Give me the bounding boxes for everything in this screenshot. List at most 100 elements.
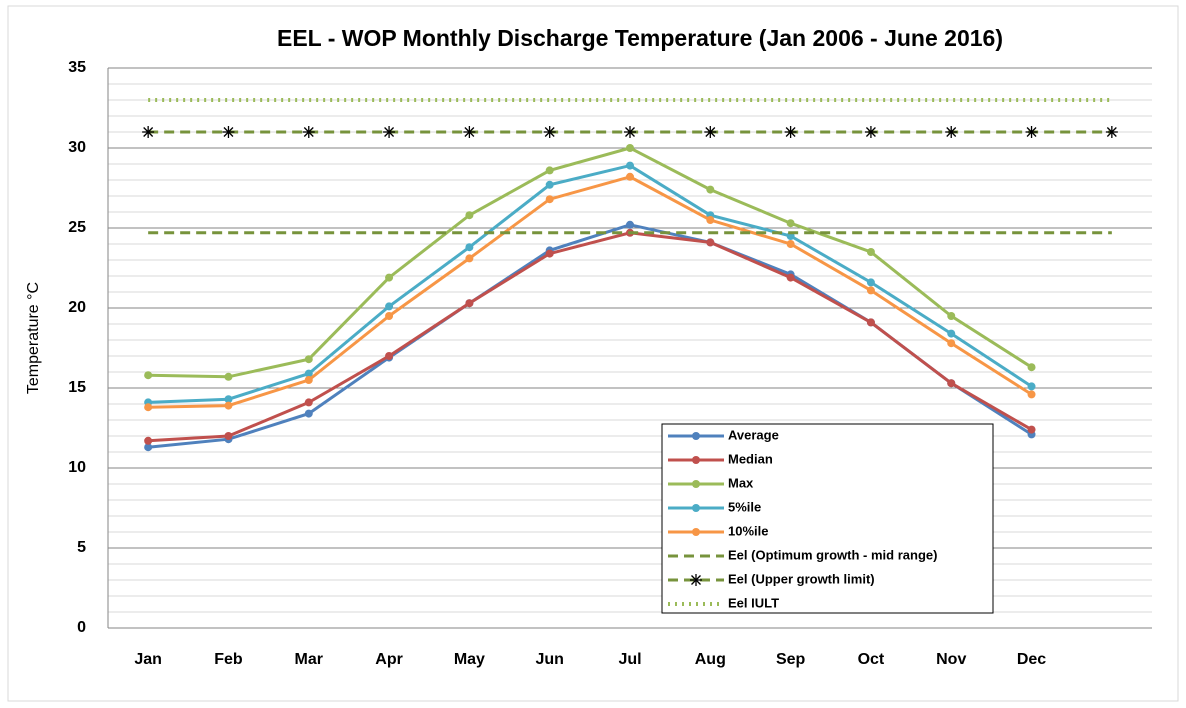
legend-marker [692,432,700,440]
point [545,166,554,175]
point [463,126,476,138]
point [864,126,877,138]
legend-marker [692,528,700,536]
x-tick-label: Nov [936,651,966,668]
star-stroke [625,127,635,137]
x-tick-label: Feb [214,651,243,668]
star-stroke [705,127,716,137]
point [786,240,795,248]
point [626,220,634,229]
legend-label: 5%ile [728,499,761,514]
point [945,126,958,138]
point [385,352,394,360]
y-tick-label: 15 [68,379,86,396]
point [947,339,956,348]
star-stroke [464,127,475,137]
point [1105,126,1118,138]
point [545,249,554,258]
star-stroke [785,127,796,137]
point [1027,390,1036,399]
point [144,443,153,452]
point [304,376,313,384]
star-stroke [1026,127,1037,137]
legend-label: Eel (Optimum growth - mid range) [728,547,937,562]
point [222,126,235,138]
point [224,395,233,404]
point [224,432,233,440]
star-stroke [303,127,314,137]
point [144,371,153,380]
point [465,299,474,308]
point [704,126,717,138]
point [224,401,233,410]
legend-label: Median [728,451,773,466]
legend-marker [692,480,700,488]
point [304,398,313,407]
point [465,243,474,252]
star-stroke [1106,127,1117,137]
y-tick-label: 25 [68,219,86,236]
chart-title: EEL - WOP Monthly Discharge Temperature … [277,25,1003,51]
point [543,126,556,138]
point [786,273,795,282]
point [465,211,474,220]
point [144,436,153,445]
point [947,312,956,320]
y-tick-label: 20 [68,299,86,316]
series-line [148,175,1033,409]
x-tick-label: Mar [295,651,323,668]
x-tick-label: Aug [695,651,726,668]
point [545,195,554,204]
y-tick-label: 30 [68,139,86,156]
point [383,126,396,138]
point [302,126,315,138]
x-tick-label: Oct [858,651,885,668]
point [626,144,634,152]
star-stroke [384,127,395,137]
legend-marker [692,504,700,512]
point [626,172,634,181]
legend-label: Eel IULT [728,595,779,610]
point [866,318,875,327]
x-tick-label: Apr [375,651,403,668]
series-line [148,146,1033,379]
point [1027,425,1036,434]
point [304,409,313,418]
point [947,379,956,388]
star-stroke [223,127,234,137]
point [465,254,474,263]
point [545,180,554,189]
x-tick-label: Sep [776,651,806,668]
series-line [148,231,1033,443]
point [385,312,394,320]
star-stroke [946,127,957,137]
x-tick-label: Jun [535,651,563,668]
y-tick-label: 0 [77,619,86,636]
series-line [148,163,1033,404]
point [304,369,313,378]
star-stroke [544,127,555,137]
point [144,403,153,412]
star-stroke [143,127,154,137]
point [1025,126,1038,138]
point [626,161,634,170]
chart-frame [7,5,1179,702]
point [1027,363,1036,372]
point [385,273,394,282]
legend-label: 10%ile [728,523,768,538]
point [784,126,797,138]
point [786,219,795,228]
legend-label: Max [728,475,754,490]
y-axis-label: Temperature °C [25,282,42,394]
point [224,372,233,381]
point [866,278,875,287]
point [866,286,875,295]
point [706,185,715,194]
point [947,329,956,338]
point [304,355,313,364]
star-stroke [691,575,701,585]
legend-label: Eel (Upper growth limit) [728,571,875,586]
x-tick-label: Jan [134,651,162,668]
point [385,302,394,311]
